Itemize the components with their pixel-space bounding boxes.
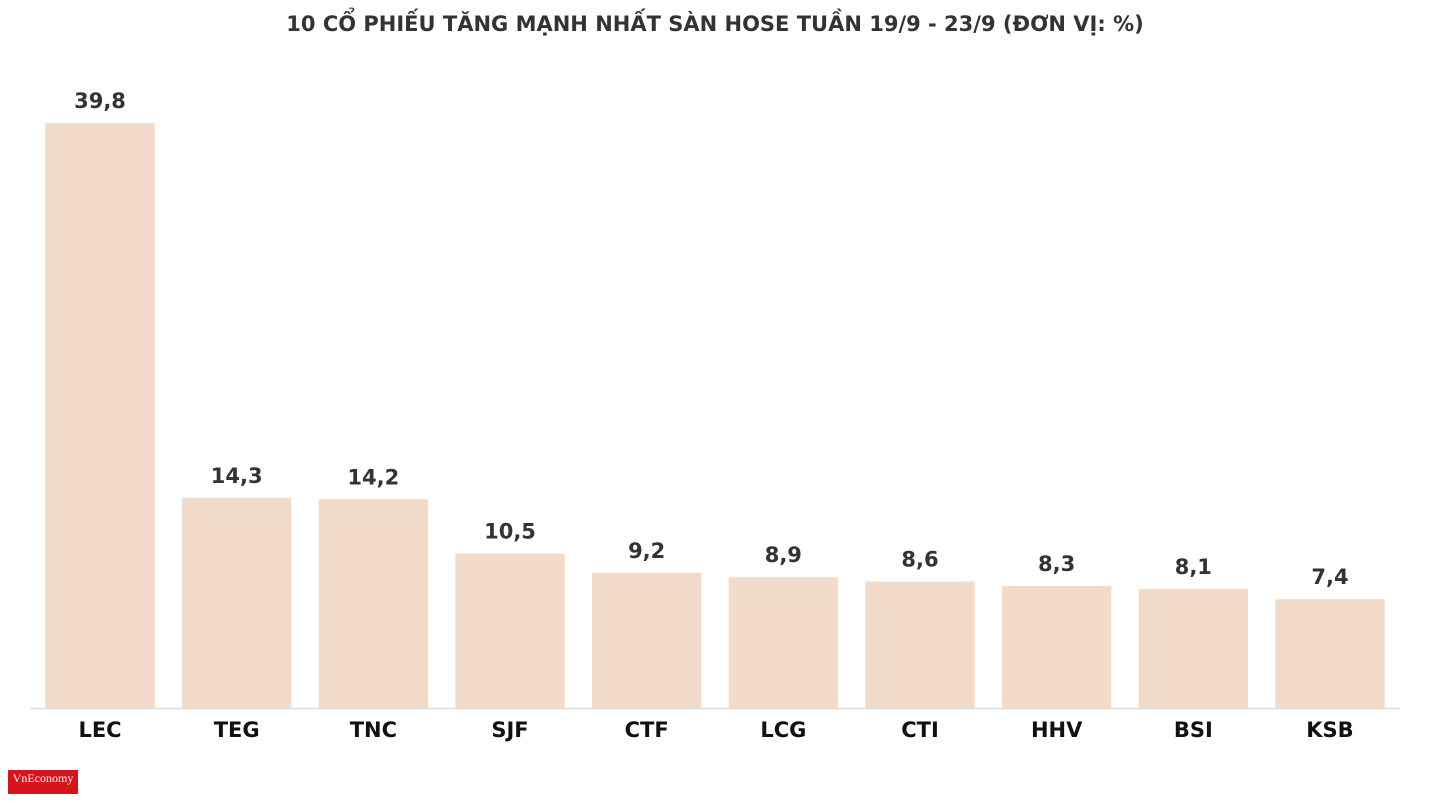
bar [1275,599,1385,708]
x-tick-label: TNC [350,718,397,742]
value-label: 8,3 [1038,552,1075,576]
value-label: 14,2 [347,465,399,489]
bar [182,497,292,708]
logo-box [8,770,78,794]
x-tick-label: CTF [625,718,669,742]
value-label: 7,4 [1311,565,1348,589]
value-label: 10,5 [484,520,536,544]
bar [865,581,975,708]
bar [1001,586,1112,708]
bar [1138,588,1248,708]
value-label: 8,1 [1175,555,1212,579]
x-tick-label: LCG [760,718,806,742]
x-tick-label: LEC [78,718,121,742]
bar [45,123,155,708]
bar [455,553,565,708]
bar [592,572,702,708]
value-label: 9,2 [628,539,665,563]
value-label: 8,9 [765,543,802,567]
chart-title: 10 CỔ PHIẾU TĂNG MẠNH NHẤT SÀN HOSE TUẦN… [286,7,1143,36]
x-tick-label: KSB [1306,718,1353,742]
x-tick-label: BSI [1174,718,1213,742]
value-label: 39,8 [74,89,126,113]
bar [728,577,838,708]
value-label: 14,3 [211,464,263,488]
value-label: 8,6 [901,548,938,572]
x-tick-label: CTI [901,718,939,742]
x-tick-label: TEG [214,718,260,742]
bar [318,499,429,708]
x-tick-label: HHV [1031,718,1083,742]
logo: VnEconomy [13,771,74,785]
x-tick-label: SJF [491,718,528,742]
